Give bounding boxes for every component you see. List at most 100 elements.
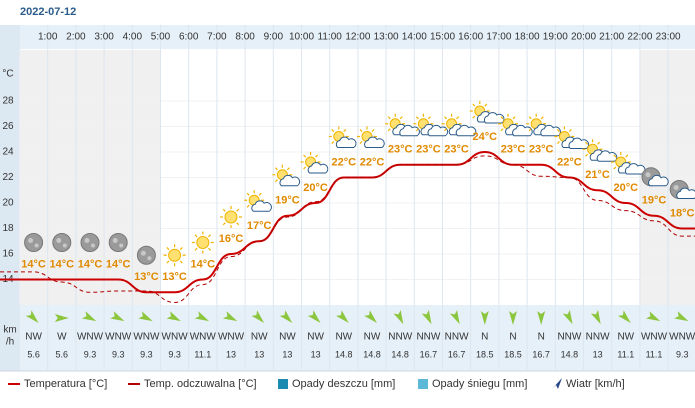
moon-crater <box>645 172 651 178</box>
wind-speed: 14.8 <box>561 349 579 359</box>
temp-label: 19°C <box>642 195 667 207</box>
wind-speed: 9.3 <box>168 349 181 359</box>
wind-direction: NNW <box>586 332 610 343</box>
wind-direction: WNW <box>105 332 132 343</box>
sun-ray <box>484 103 488 107</box>
wind-direction: NNW <box>445 332 469 343</box>
wind-direction: WNW <box>218 332 245 343</box>
hour-label: 3:00 <box>94 32 114 43</box>
wind-arrow <box>509 311 517 325</box>
hour-label: 1:00 <box>38 32 58 43</box>
temp-label: 16°C <box>219 233 244 245</box>
sun-ray <box>528 116 532 120</box>
wind-direction: NW <box>307 332 324 343</box>
sun-ray <box>258 192 262 196</box>
wind-direction: N <box>509 332 516 343</box>
wind-direction: WNW <box>641 332 668 343</box>
wind-speed: 13 <box>311 349 321 359</box>
sun-ray <box>194 247 198 251</box>
hour-label: 14:00 <box>402 32 427 43</box>
hour-label: 18:00 <box>515 32 540 43</box>
sun-ray <box>331 141 335 144</box>
legend-swatch <box>278 379 288 389</box>
sun-ray <box>166 247 170 251</box>
moon-crater <box>147 256 152 261</box>
hour-label: 10:00 <box>289 32 314 43</box>
wind-direction: NW <box>335 332 352 343</box>
wind-direction: NW <box>25 332 42 343</box>
sun-ray <box>179 247 183 251</box>
sun-ray <box>236 222 240 226</box>
y-unit: °C <box>2 69 13 80</box>
sun-ray <box>456 116 460 120</box>
wind-speed: 13 <box>593 349 603 359</box>
sun-ray <box>613 154 617 158</box>
temp-label: 14°C <box>78 258 103 270</box>
hour-label: 7:00 <box>207 32 227 43</box>
temp-label: 14°C <box>21 258 46 270</box>
sun <box>224 210 238 224</box>
temp-label: 20°C <box>614 182 639 194</box>
temp-label: 22°C <box>332 156 357 168</box>
wind-direction: WNW <box>669 332 695 343</box>
weather-icon <box>300 152 329 174</box>
temp-label: 22°C <box>557 156 582 168</box>
temp-label: 23°C <box>444 144 469 156</box>
moon <box>80 233 100 252</box>
sun-ray <box>500 128 504 132</box>
wind-arrow <box>222 311 238 322</box>
temp-label: 23°C <box>416 144 441 156</box>
hour-label: 16:00 <box>458 32 483 43</box>
sun-ray <box>359 129 363 132</box>
wind-speed: 11.1 <box>194 349 211 359</box>
weather-icon <box>108 233 128 252</box>
wind-speed: 18.5 <box>504 349 522 359</box>
wind-arrow <box>251 310 265 323</box>
legend-label: Temp. odczuwalna [°C] <box>144 378 257 390</box>
sun-ray <box>303 154 307 158</box>
wind-arrow <box>480 311 489 325</box>
header-band <box>0 25 695 49</box>
wind-arrow <box>449 309 460 325</box>
wind-speed: 14.8 <box>391 349 409 359</box>
temp-label: 18°C <box>670 207 695 219</box>
weather-icon <box>413 113 449 137</box>
wind-speed: 9.3 <box>112 349 125 359</box>
weather-icon <box>52 233 72 252</box>
moon-crater <box>62 243 67 248</box>
weather-icon <box>24 233 44 252</box>
weather-icon <box>357 126 385 148</box>
weather-icon <box>220 206 242 228</box>
sun-ray <box>286 167 290 171</box>
wind-arrow <box>110 311 125 322</box>
legend-label: Opady śniegu [mm] <box>432 378 527 390</box>
wind-speed: 13 <box>282 349 292 359</box>
wind-arrow <box>393 309 404 325</box>
sun-ray <box>387 116 391 120</box>
sun-ray <box>556 141 560 144</box>
sun-ray <box>387 128 391 132</box>
temp-label: 14°C <box>106 258 131 270</box>
weather-icon <box>526 113 561 137</box>
legend-swatch <box>418 379 428 389</box>
legend-label: Temperatura [°C] <box>24 378 107 390</box>
wind-unit: /h <box>6 337 14 348</box>
sun-ray <box>472 115 476 119</box>
date: 2022-07-12 <box>20 6 76 18</box>
cloud <box>399 124 420 137</box>
sun-ray <box>194 234 198 238</box>
weather-icon <box>610 152 646 175</box>
hour-label: 21:00 <box>599 32 624 43</box>
sun-ray <box>472 103 476 107</box>
wind-direction: NNW <box>388 332 412 343</box>
y-tick-label: 20 <box>2 198 14 209</box>
sun-ray <box>222 208 226 212</box>
wind-direction: NW <box>251 332 268 343</box>
moon-crater <box>91 243 95 248</box>
sun-ray <box>303 166 307 170</box>
wind-arrow <box>138 311 153 322</box>
wind-unit: km <box>3 325 16 336</box>
moon-crater <box>119 243 124 248</box>
temp-label: 13°C <box>162 271 187 283</box>
wind-direction: N <box>481 332 488 343</box>
